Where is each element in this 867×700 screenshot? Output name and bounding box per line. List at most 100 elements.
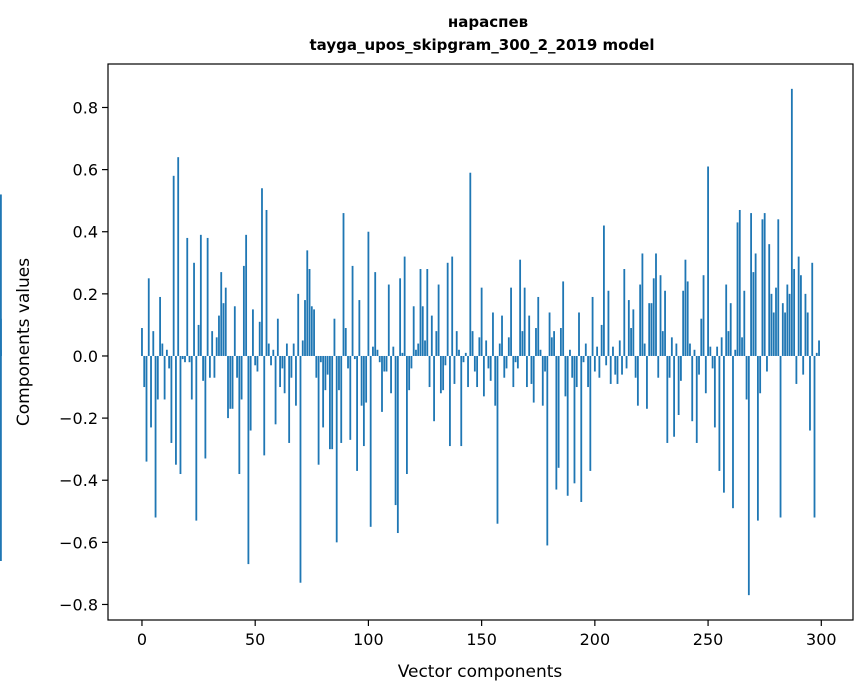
bar: [229, 355, 232, 409]
bar: [195, 355, 198, 521]
bar: [636, 355, 639, 406]
bar: [469, 172, 472, 356]
x-tick-label: 0: [137, 630, 147, 649]
bar: [727, 331, 730, 356]
bar: [587, 355, 589, 388]
bar: [548, 312, 551, 356]
bar: [652, 278, 655, 356]
bar: [412, 306, 415, 356]
bar: [591, 296, 594, 356]
y-tick-label: 0.2: [73, 285, 98, 304]
bar: [220, 272, 223, 356]
bar: [711, 355, 714, 369]
bar: [392, 346, 395, 356]
bar: [172, 175, 175, 356]
bar: [460, 355, 463, 447]
y-axis-label: Components values: [14, 258, 34, 426]
bar: [442, 355, 445, 391]
bar: [507, 337, 510, 356]
bar: [437, 284, 440, 356]
bar: [161, 343, 164, 356]
bar: [272, 349, 275, 356]
bar: [464, 352, 467, 356]
bar: [736, 222, 739, 356]
bar: [369, 355, 372, 527]
bar: [324, 355, 327, 391]
bar: [347, 355, 349, 369]
bar: [580, 355, 583, 502]
bar: [385, 355, 388, 372]
bar: [383, 355, 386, 372]
bar: [673, 355, 676, 437]
bar: [797, 256, 800, 356]
bar: [276, 318, 279, 356]
bar: [643, 343, 646, 356]
bar: [616, 355, 619, 384]
bar: [258, 321, 261, 356]
bar: [430, 315, 433, 356]
bar: [614, 355, 617, 375]
bar: [539, 349, 542, 356]
bar: [360, 355, 363, 406]
bar: [236, 355, 238, 378]
bar: [528, 315, 531, 356]
bar: [381, 355, 383, 412]
bar: [501, 315, 503, 356]
y-tick-label: 0.6: [73, 161, 98, 180]
bar: [193, 262, 195, 356]
bar: [152, 331, 155, 356]
bar: [410, 355, 413, 369]
bar: [150, 355, 152, 428]
x-tick-label: 50: [245, 630, 265, 649]
bar: [779, 355, 782, 518]
bar: [184, 355, 186, 363]
bar: [639, 284, 642, 356]
y-tick-label: 0.8: [73, 98, 98, 117]
bar: [621, 355, 623, 375]
bar: [306, 250, 309, 356]
bar: [510, 287, 512, 356]
bar: [292, 343, 295, 356]
bar: [661, 331, 664, 356]
bar: [684, 259, 687, 356]
bar: [756, 355, 759, 521]
x-axis-label: Vector components: [398, 662, 563, 682]
chart-title: нараспев: [448, 13, 528, 31]
x-tick-label: 200: [580, 630, 611, 649]
bar: [734, 349, 737, 356]
bar: [333, 318, 336, 356]
bar: [387, 284, 390, 356]
bar: [800, 275, 802, 356]
bar: [596, 346, 599, 356]
bar: [261, 188, 263, 356]
bar: [270, 355, 272, 366]
bar: [496, 355, 499, 524]
bar: [331, 355, 334, 450]
y-tick-label: −0.4: [59, 471, 98, 490]
bar: [555, 355, 558, 490]
bar: [578, 312, 580, 356]
bar: [281, 355, 284, 369]
bar: [521, 331, 524, 356]
bar: [589, 355, 592, 471]
bar: [655, 253, 657, 356]
bar: [211, 331, 214, 356]
bar: [462, 355, 465, 363]
bar: [156, 355, 159, 400]
bar: [439, 355, 442, 394]
bar: [340, 355, 343, 443]
bar-series: [0, 88, 820, 596]
bar: [514, 355, 517, 363]
bar: [304, 300, 306, 356]
bar: [285, 343, 288, 356]
bar: [489, 355, 492, 381]
bar: [263, 355, 266, 456]
bar: [362, 355, 365, 447]
bar: [401, 352, 404, 356]
bar: [700, 318, 703, 356]
bar: [818, 340, 820, 356]
bar: [297, 293, 300, 356]
bar: [485, 340, 488, 356]
bar: [378, 355, 381, 363]
bar: [406, 355, 408, 475]
